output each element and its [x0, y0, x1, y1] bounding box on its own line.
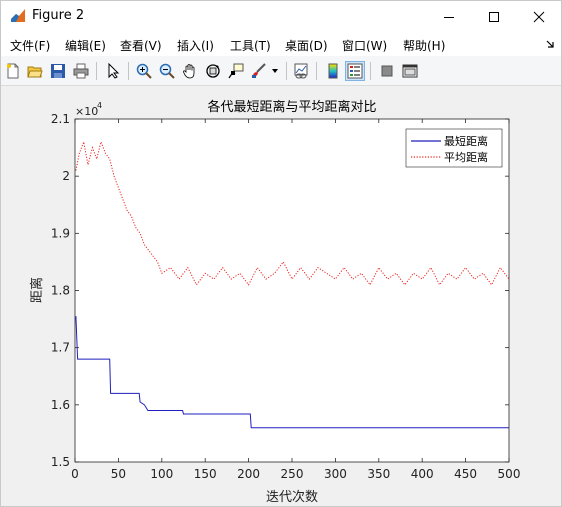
close-button[interactable] — [516, 1, 562, 32]
x-tick-label: 250 — [281, 467, 304, 481]
menu-help[interactable]: 帮助(H) — [403, 39, 446, 53]
link-plot-button[interactable] — [291, 61, 311, 81]
x-axis: 0 50 100 150 200 250 300 350 400 450 500 — [71, 119, 520, 481]
y-tick-label: 2 — [62, 169, 70, 183]
x-tick-label: 150 — [194, 467, 217, 481]
link-plot-icon — [294, 63, 308, 79]
pan-button[interactable] — [180, 61, 200, 81]
title-bar[interactable]: Figure 2 — [1, 1, 561, 32]
menu-view[interactable]: 查看(V) — [120, 39, 162, 53]
y-exponent-power: 4 — [97, 101, 102, 110]
y-tick-label: 2.1 — [51, 112, 70, 126]
y-tick-label: 1.8 — [51, 284, 70, 298]
select-arrow-button[interactable] — [103, 61, 123, 81]
y-tick-label: 1.6 — [51, 398, 70, 412]
new-figure-button[interactable] — [3, 61, 23, 81]
toolbar-separator — [96, 62, 97, 80]
minimize-button[interactable] — [426, 1, 472, 32]
hide-plot-tools-icon — [381, 65, 393, 77]
new-figure-icon — [7, 63, 19, 79]
legend-box — [405, 128, 503, 168]
brush-icon — [252, 63, 266, 78]
zoom-out-icon — [159, 63, 175, 79]
toolbar-separator — [128, 62, 129, 80]
window-title: Figure 2 — [32, 8, 85, 23]
x-tick-label: 350 — [367, 467, 390, 481]
data-cursor-icon — [228, 63, 244, 79]
brush-button[interactable] — [249, 61, 269, 81]
hide-plot-tools-button[interactable] — [377, 61, 397, 81]
plot-lines — [75, 140, 510, 429]
y-tick-label: 1.7 — [51, 341, 70, 355]
x-tick-label: 200 — [237, 467, 260, 481]
rotate-3d-button[interactable] — [203, 61, 223, 81]
y-exponent-base: ×10 — [75, 105, 98, 118]
menu-tools[interactable]: 工具(T) — [230, 39, 271, 53]
show-plot-tools-button[interactable] — [400, 61, 420, 81]
x-tick-label: 400 — [411, 467, 434, 481]
chart[interactable]: 0 50 100 150 200 250 300 350 400 450 500 1.5 1.6 1.7… — [1, 87, 561, 506]
rotate-3d-icon — [206, 64, 220, 78]
legend-button[interactable] — [345, 61, 365, 81]
figure-canvas[interactable]: 0 50 100 150 200 250 300 350 400 450 500 1.5 1.6 1.7… — [1, 87, 561, 506]
menu-file[interactable]: 文件(F) — [10, 39, 51, 53]
series-line-shortest — [75, 316, 509, 429]
brush-dropdown-button[interactable] — [269, 61, 281, 81]
close-icon — [533, 11, 545, 22]
colorbar-icon — [328, 63, 338, 79]
legend-label-average: 平均距离 — [444, 150, 488, 164]
print-icon — [73, 63, 89, 79]
data-cursor-button[interactable] — [226, 61, 246, 81]
minimize-icon — [444, 16, 454, 18]
x-tick-label: 500 — [498, 467, 521, 481]
y-axis-label: 距离 — [29, 277, 45, 303]
x-tick-label: 100 — [150, 467, 173, 481]
menu-window[interactable]: 窗口(W) — [342, 39, 388, 53]
save-button[interactable] — [48, 61, 68, 81]
x-tick-label: 0 — [71, 467, 79, 481]
legend-icon — [347, 63, 363, 79]
save-icon — [51, 64, 65, 78]
legend[interactable]: 最短距离 平均距离 — [405, 128, 503, 168]
toolbar-separator — [286, 62, 287, 80]
print-button[interactable] — [71, 61, 91, 81]
menu-edit[interactable]: 编辑(E) — [65, 39, 106, 53]
menu-insert[interactable]: 插入(I) — [177, 39, 214, 53]
series-line-average — [75, 140, 510, 286]
matlab-app-icon — [10, 8, 26, 24]
colorbar-button[interactable] — [323, 61, 343, 81]
zoom-in-button[interactable] — [134, 61, 154, 81]
brush-dropdown-icon — [272, 69, 278, 73]
toolbar-separator — [370, 62, 371, 80]
arrow-icon[interactable] — [545, 39, 555, 49]
show-plot-tools-icon — [402, 64, 418, 78]
axes-background — [75, 119, 509, 462]
y-tick-label: 1.5 — [51, 455, 70, 469]
x-tick-label: 450 — [454, 467, 477, 481]
y-tick-label: 1.9 — [51, 226, 70, 240]
zoom-out-button[interactable] — [157, 61, 177, 81]
legend-label-shortest: 最短距离 — [444, 134, 488, 148]
menu-bar: 文件(F) 编辑(E) 查看(V) 插入(I) 工具(T) 桌面(D) 窗口(W… — [1, 32, 561, 56]
select-arrow-icon — [108, 63, 120, 79]
toolbar-separator — [316, 62, 317, 80]
maximize-button[interactable] — [471, 1, 517, 32]
open-file-icon — [27, 66, 43, 78]
x-tick-label: 50 — [111, 467, 126, 481]
zoom-in-icon — [136, 63, 152, 79]
y-axis: 1.5 1.6 1.7 1.8 1.9 2 2.1 — [51, 112, 509, 469]
chart-title: 各代最短距离与平均距离对比 — [207, 99, 376, 115]
open-file-button[interactable] — [25, 61, 45, 81]
menu-desktop[interactable]: 桌面(D) — [285, 39, 328, 53]
pan-hand-icon — [183, 64, 195, 79]
x-tick-label: 300 — [324, 467, 347, 481]
toolbar — [1, 56, 561, 86]
x-axis-label: 迭代次数 — [266, 489, 318, 505]
maximize-icon — [489, 11, 499, 22]
